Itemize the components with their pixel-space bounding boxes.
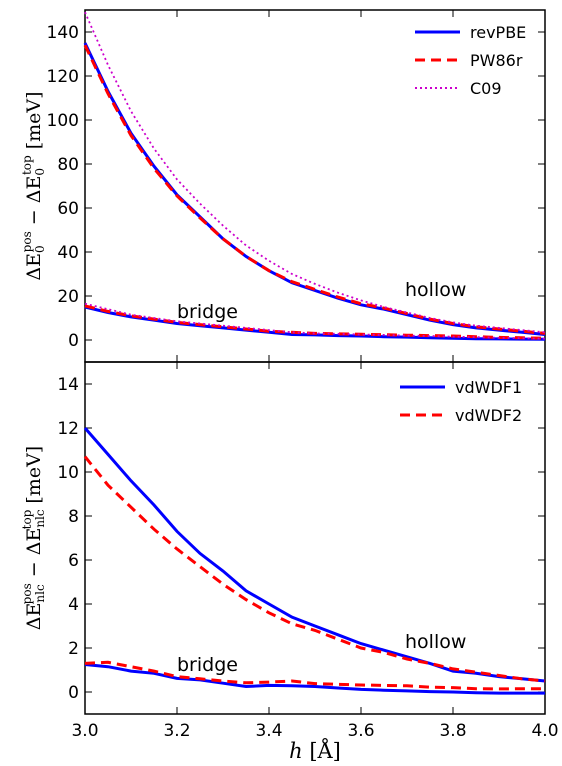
bottom-xtick-label: 3.2 xyxy=(163,721,190,741)
bottom-ytick-label: 4 xyxy=(68,595,79,615)
legend-top: revPBE PW86r C09 xyxy=(415,23,526,98)
series-line-vdwdf2-hollow xyxy=(83,455,546,683)
bottom-series-lines xyxy=(83,427,546,695)
bottom-ytick-label: 12 xyxy=(57,419,79,439)
top-ytick-label: 100 xyxy=(47,111,79,131)
y-axis-label-top: ΔE0pos − ΔE0top [meV] xyxy=(20,91,47,280)
top-series-lines xyxy=(83,11,546,341)
bottom-ytick-label: 10 xyxy=(57,463,79,483)
bottom-axis-ticks: 0 2 4 6 8 10 12 14 3.0 3.2 3.4 3.6 3.8 4.0 xyxy=(57,362,559,741)
legend-c09-label: C09 xyxy=(470,79,502,98)
bottom-xtick-label: 3.0 xyxy=(71,721,98,741)
series-line-vdwdf2-bridge xyxy=(84,660,545,691)
top-ytick-label: 0 xyxy=(68,331,79,351)
x-axis-label: h [Å] xyxy=(289,738,341,763)
bottom-ytick-label: 8 xyxy=(68,507,79,527)
top-ytick-label: 60 xyxy=(57,199,79,219)
top-axis-ticks: 0 20 40 60 80 100 120 140 xyxy=(47,10,546,362)
panel-bottom: 0 2 4 6 8 10 12 14 3.0 3.2 3.4 3.6 3.8 4.0 hollow bri… xyxy=(20,361,559,763)
legend-pw86r-label: PW86r xyxy=(470,51,523,70)
svg-text:ΔEnlcpos − ΔEnlctop [meV]: ΔEnlcpos − ΔEnlctop [meV] xyxy=(20,446,47,630)
bottom-ytick-label: 2 xyxy=(68,639,79,659)
bottom-xtick-label: 3.6 xyxy=(347,721,374,741)
legend-revpbe-label: revPBE xyxy=(470,23,526,42)
series-line-c09-bridge xyxy=(84,302,546,340)
bottom-ytick-label: 0 xyxy=(68,683,79,703)
annotation-bridge-bottom: bridge xyxy=(177,654,238,676)
annotation-hollow-top: hollow xyxy=(405,279,466,301)
bottom-xtick-label: 4.0 xyxy=(531,721,558,741)
series-line-vdwdf1-hollow xyxy=(83,427,546,683)
legend-vdwdf1-label: vdWDF1 xyxy=(455,378,522,397)
bottom-xtick-label: 3.8 xyxy=(439,721,466,741)
top-ytick-label: 140 xyxy=(47,23,79,43)
series-line-pw86r-hollow xyxy=(83,44,546,335)
legend-vdwdf2-label: vdWDF2 xyxy=(455,406,522,425)
top-ytick-label: 80 xyxy=(57,155,79,175)
top-ytick-label: 40 xyxy=(57,243,79,263)
series-line-c09-hollow xyxy=(84,11,546,334)
panel-top: 0 20 40 60 80 100 120 140 hollow bridge revPBE … xyxy=(20,9,546,363)
y-axis-label-bottom: ΔEnlcpos − ΔEnlctop [meV] xyxy=(20,446,47,630)
bottom-xtick-label: 3.4 xyxy=(255,721,282,741)
annotation-bridge-top: bridge xyxy=(177,301,238,323)
top-ytick-label: 120 xyxy=(47,67,79,87)
series-line-pw86r-bridge xyxy=(84,304,546,340)
series-line-vdwdf1-bridge xyxy=(84,663,545,695)
annotation-hollow-bottom: hollow xyxy=(405,631,466,653)
bottom-ytick-label: 14 xyxy=(57,375,79,395)
bottom-ytick-label: 6 xyxy=(68,551,79,571)
top-ytick-label: 20 xyxy=(57,287,79,307)
panel-bottom-frame xyxy=(84,361,546,715)
legend-bottom: vdWDF1 vdWDF2 xyxy=(400,378,522,425)
svg-text:ΔE0pos − ΔE0top [meV]: ΔE0pos − ΔE0top [meV] xyxy=(20,91,47,280)
